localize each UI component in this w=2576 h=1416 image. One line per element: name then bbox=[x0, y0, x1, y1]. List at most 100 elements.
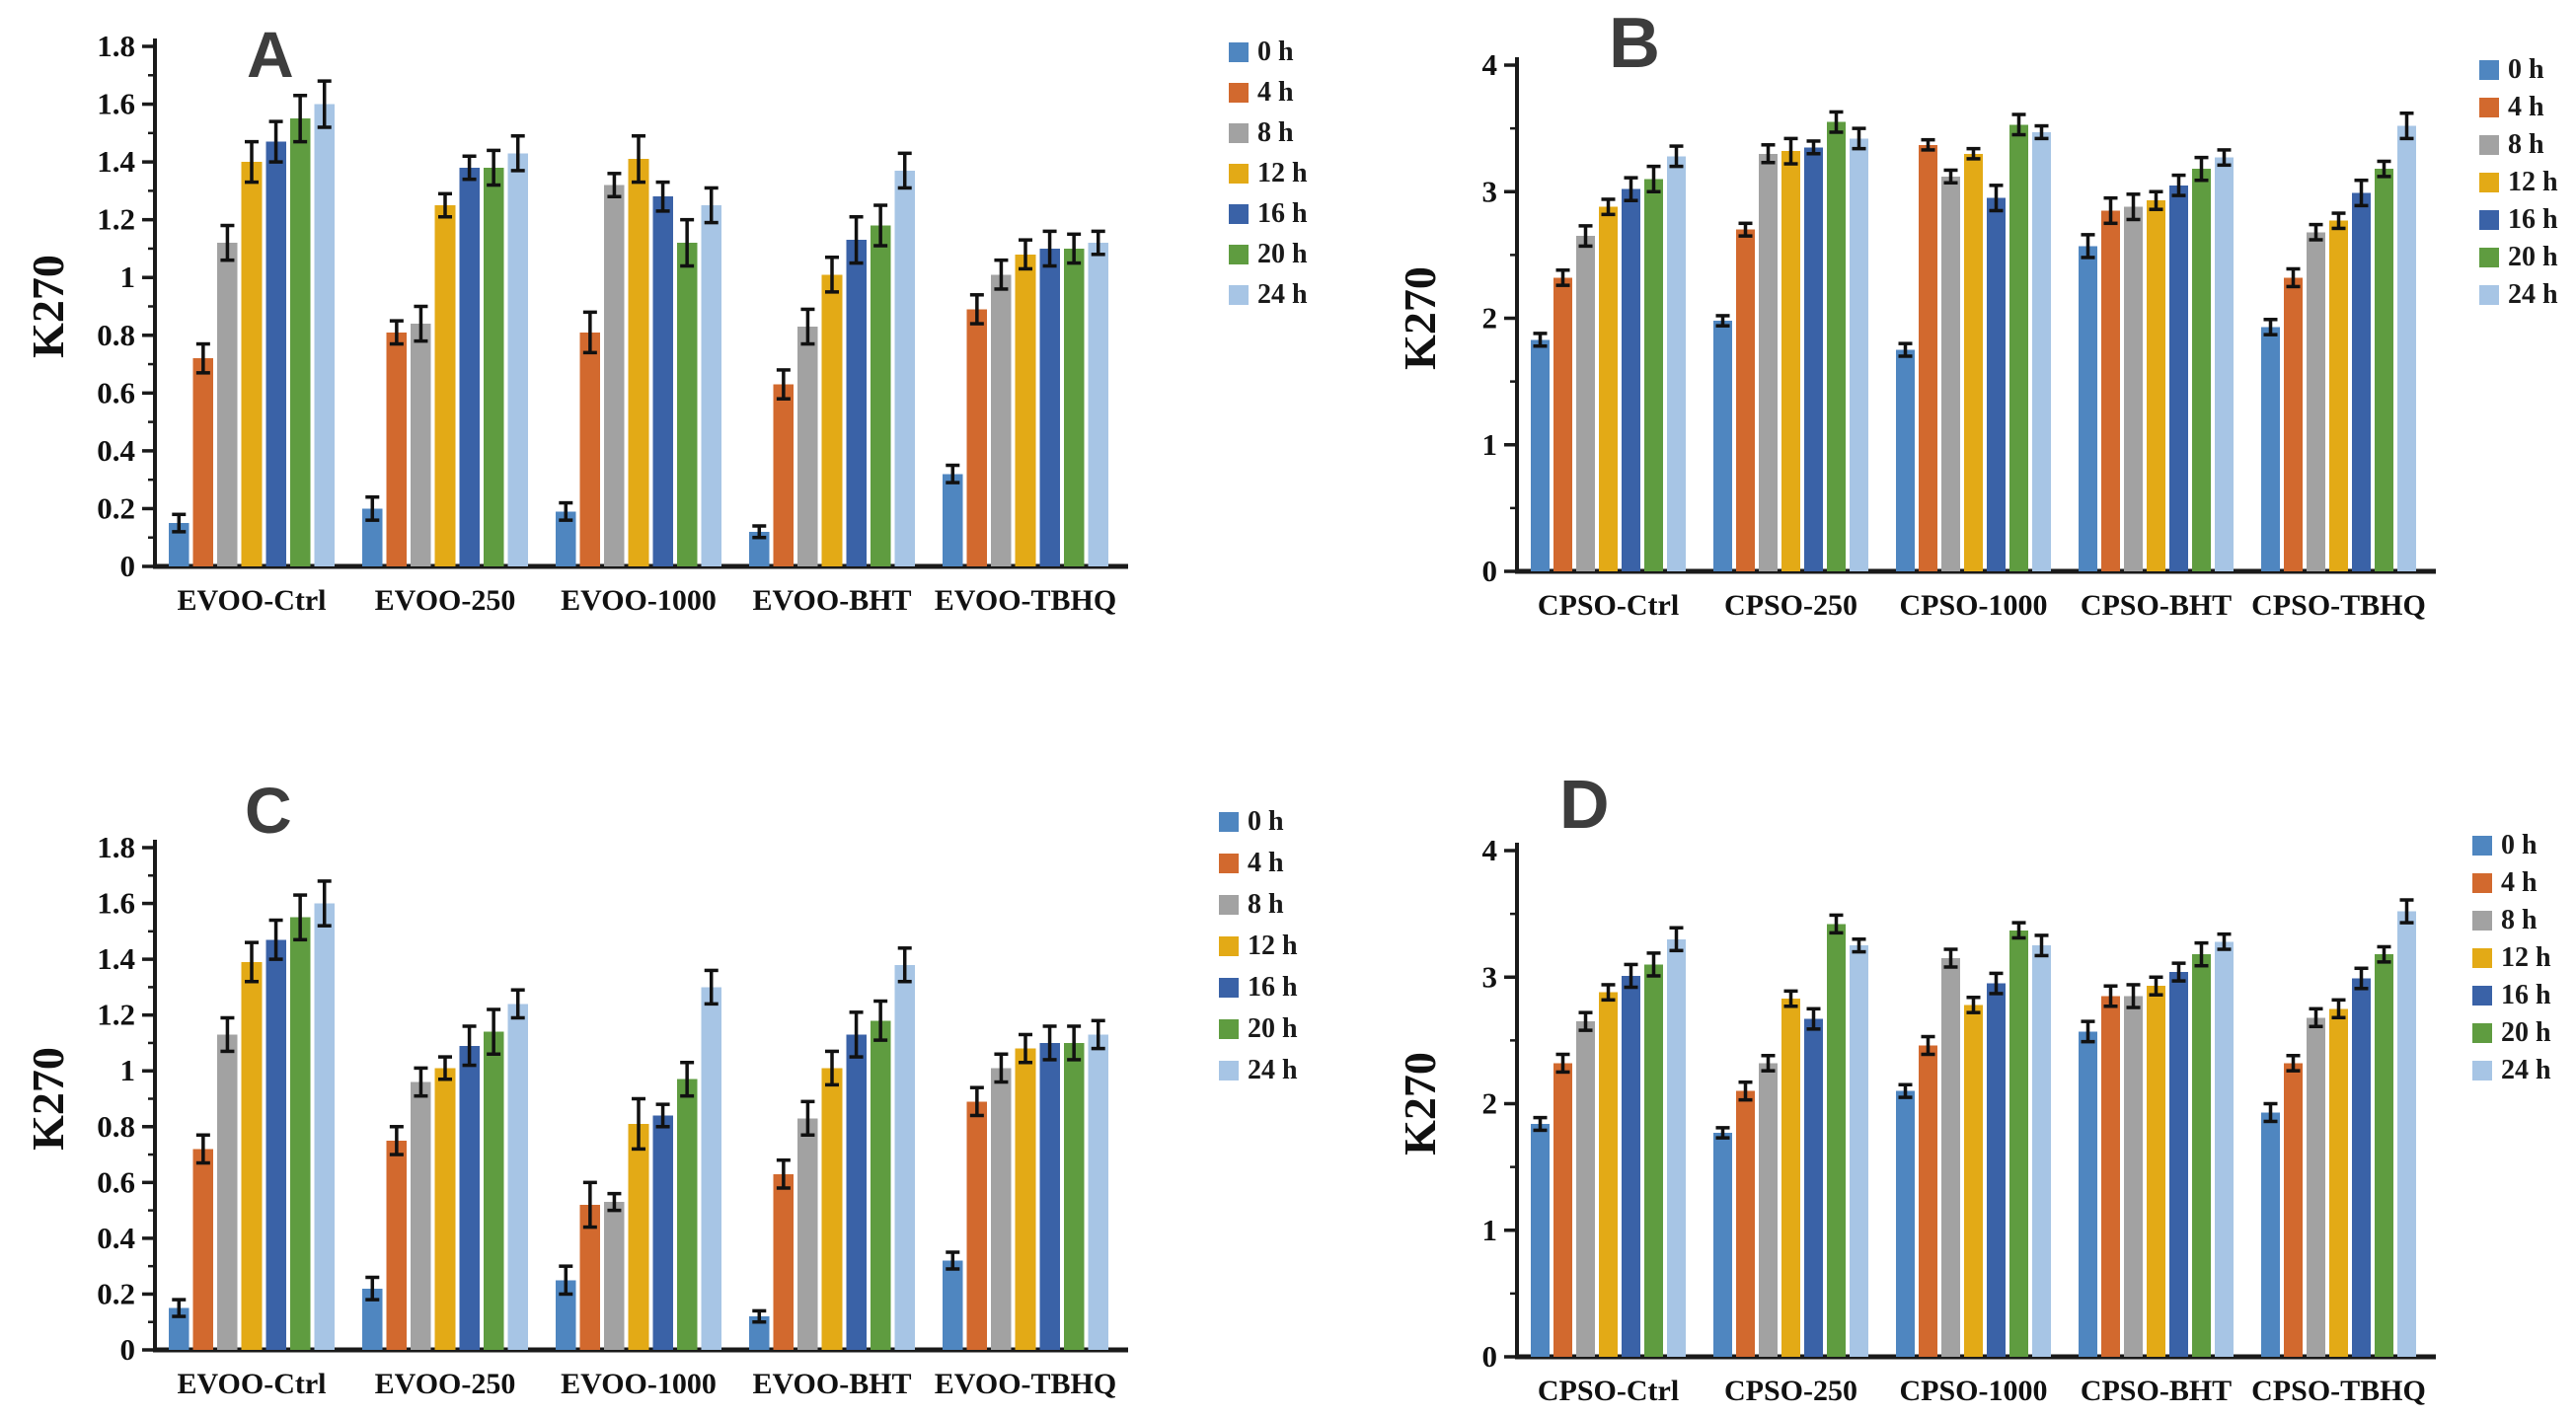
bar-24h-CPSO-250 bbox=[1850, 945, 1868, 1357]
bar-24h-CPSO-TBHQ bbox=[2397, 125, 2416, 571]
y-tick-label: 0.6 bbox=[97, 375, 135, 410]
legend-item-8h: 8 h bbox=[2472, 902, 2551, 939]
bar-24h-EVOO-TBHQ bbox=[1088, 1034, 1108, 1350]
legend-label: 4 h bbox=[1248, 848, 1284, 878]
legend-item-20h: 20 h bbox=[1229, 234, 1308, 274]
bar-8h-CPSO-BHT bbox=[2124, 996, 2143, 1357]
bar-4h-EVOO-BHT bbox=[773, 384, 795, 566]
bar-8h-CPSO-250 bbox=[1759, 1063, 1778, 1357]
legend-item-12h: 12 h bbox=[1229, 153, 1308, 193]
legend-swatch-icon bbox=[1219, 1019, 1239, 1039]
bar-20h-EVOO-BHT bbox=[870, 225, 891, 566]
legend-label: 20 h bbox=[2501, 1017, 2551, 1048]
bar-24h-EVOO-1000 bbox=[701, 987, 721, 1350]
bar-20h-CPSO-250 bbox=[1827, 121, 1846, 572]
legend-item-16h: 16 h bbox=[2479, 201, 2558, 239]
bar-24h-CPSO-TBHQ bbox=[2397, 911, 2416, 1357]
legend-swatch-icon bbox=[1219, 936, 1239, 956]
legend-label: 24 h bbox=[1257, 278, 1308, 310]
bar-0h-CPSO-1000 bbox=[1896, 349, 1915, 571]
x-category-label: CPSO-250 bbox=[1724, 589, 1857, 622]
legend-label: 16 h bbox=[1257, 197, 1308, 229]
bar-20h-CPSO-250 bbox=[1827, 924, 1846, 1357]
legend-swatch-icon bbox=[1229, 203, 1249, 224]
legend-swatch-icon bbox=[2479, 60, 2499, 80]
bar-16h-CPSO-TBHQ bbox=[2352, 978, 2371, 1357]
bar-12h-EVOO-1000 bbox=[628, 159, 649, 566]
bar-12h-EVOO-Ctrl bbox=[241, 961, 263, 1350]
legend-label: 12 h bbox=[1257, 157, 1308, 188]
bar-0h-EVOO-1000 bbox=[556, 511, 576, 566]
legend-swatch-icon bbox=[2472, 948, 2492, 968]
legend-swatch-icon bbox=[2472, 1023, 2492, 1043]
legend-swatch-icon bbox=[1229, 163, 1249, 184]
bar-12h-EVOO-TBHQ bbox=[1015, 1048, 1036, 1350]
legend-swatch-icon bbox=[1229, 284, 1249, 305]
legend-label: 16 h bbox=[1248, 972, 1298, 1003]
panel-title-b: B bbox=[1609, 4, 1661, 83]
bar-4h-EVOO-250 bbox=[386, 1140, 408, 1350]
x-category-label: CPSO-BHT bbox=[2081, 589, 2232, 622]
bar-0h-EVOO-250 bbox=[362, 1288, 383, 1350]
legend-label: 24 h bbox=[1248, 1055, 1298, 1085]
y-tick-label: 2 bbox=[1482, 301, 1498, 335]
bar-12h-CPSO-250 bbox=[1781, 151, 1800, 571]
bar-0h-CPSO-Ctrl bbox=[1531, 339, 1550, 571]
bar-0h-EVOO-Ctrl bbox=[169, 523, 189, 566]
legend-panel-d: 0 h 4 h 8 h 12 h 16 h 20 h 24 h bbox=[2472, 827, 2551, 1089]
legend-label: 12 h bbox=[2508, 167, 2558, 197]
bar-0h-CPSO-1000 bbox=[1896, 1090, 1915, 1357]
legend-item-12h: 12 h bbox=[1219, 926, 1298, 967]
y-tick-label: 1.6 bbox=[97, 87, 135, 121]
bar-24h-CPSO-250 bbox=[1850, 138, 1868, 571]
x-category-label: CPSO-1000 bbox=[1900, 1375, 2048, 1407]
y-tick-label: 0 bbox=[120, 549, 136, 583]
legend-item-12h: 12 h bbox=[2479, 164, 2558, 201]
bar-12h-CPSO-250 bbox=[1781, 999, 1800, 1357]
legend-item-0h: 0 h bbox=[1229, 32, 1308, 72]
panel-title-a: A bbox=[247, 18, 295, 91]
x-category-label: EVOO-1000 bbox=[561, 584, 717, 617]
x-category-label: CPSO-TBHQ bbox=[2251, 589, 2426, 622]
legend-label: 16 h bbox=[2508, 204, 2558, 235]
bar-24h-EVOO-250 bbox=[507, 1004, 528, 1350]
y-tick-label: 1.4 bbox=[97, 941, 135, 976]
bar-16h-CPSO-1000 bbox=[1987, 983, 2006, 1357]
legend-label: 4 h bbox=[2501, 867, 2538, 898]
y-tick-label: 1.6 bbox=[97, 886, 135, 921]
y-tick-label: 0.4 bbox=[97, 433, 135, 468]
bar-0h-EVOO-Ctrl bbox=[169, 1307, 189, 1350]
bar-8h-EVOO-1000 bbox=[604, 185, 625, 567]
y-tick-label: 1 bbox=[120, 260, 136, 294]
legend-item-16h: 16 h bbox=[2472, 977, 2551, 1014]
bar-24h-EVOO-1000 bbox=[701, 205, 721, 566]
bar-4h-CPSO-250 bbox=[1736, 1090, 1755, 1357]
bar-20h-EVOO-Ctrl bbox=[289, 118, 311, 566]
legend-swatch-icon bbox=[2479, 135, 2499, 155]
legend-swatch-icon bbox=[2472, 1061, 2492, 1081]
bar-16h-EVOO-Ctrl bbox=[265, 141, 286, 566]
bar-16h-EVOO-Ctrl bbox=[265, 939, 286, 1350]
bar-12h-CPSO-Ctrl bbox=[1599, 992, 1618, 1357]
y-tick-label: 0 bbox=[1482, 1339, 1498, 1374]
legend-item-4h: 4 h bbox=[2472, 864, 2551, 902]
bar-24h-CPSO-Ctrl bbox=[1667, 938, 1686, 1357]
y-axis-label: K270 bbox=[1395, 1052, 1445, 1155]
legend-label: 4 h bbox=[1257, 76, 1294, 108]
y-tick-label: 0 bbox=[1482, 554, 1498, 588]
y-tick-label: 3 bbox=[1482, 959, 1498, 994]
bar-12h-EVOO-BHT bbox=[821, 274, 843, 566]
x-category-label: CPSO-BHT bbox=[2081, 1375, 2232, 1407]
legend-label: 24 h bbox=[2508, 279, 2558, 310]
bar-4h-CPSO-Ctrl bbox=[1553, 1063, 1572, 1357]
bar-16h-EVOO-TBHQ bbox=[1039, 248, 1060, 566]
bar-8h-EVOO-BHT bbox=[797, 326, 818, 566]
bar-8h-CPSO-TBHQ bbox=[2307, 1017, 2325, 1357]
legend-item-0h: 0 h bbox=[2472, 827, 2551, 864]
bar-12h-CPSO-Ctrl bbox=[1599, 206, 1618, 571]
legend-label: 8 h bbox=[1248, 889, 1284, 920]
legend-item-20h: 20 h bbox=[2479, 239, 2558, 276]
bar-20h-EVOO-TBHQ bbox=[1063, 248, 1085, 566]
legend-item-24h: 24 h bbox=[2479, 276, 2558, 314]
bar-chart-panel-a: 0 0.2 0.4 0.6 0.8 1 1.2 1.4 1.6 1.8 K270 EVOO-Ctrl E… bbox=[23, 29, 1128, 617]
